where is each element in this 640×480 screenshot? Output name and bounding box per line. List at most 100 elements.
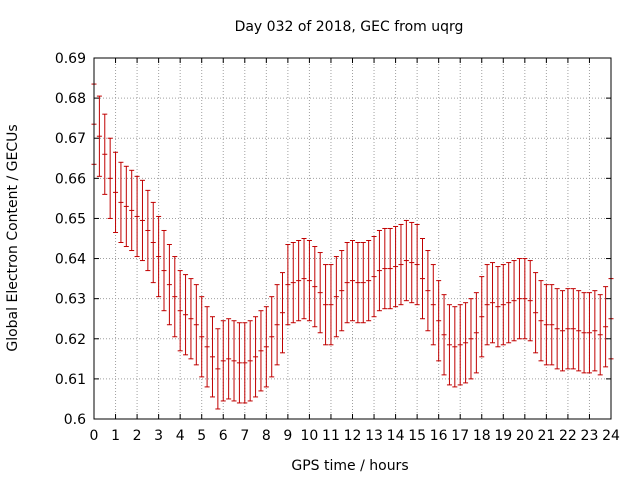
data-point: [398, 223, 404, 306]
data-point: [371, 235, 377, 318]
x-tick-label: 18: [473, 428, 491, 444]
data-point: [263, 306, 269, 388]
x-tick-label: 0: [90, 428, 99, 444]
data-point: [603, 286, 609, 368]
data-point: [231, 320, 237, 402]
x-tick-label: 19: [494, 428, 512, 444]
data-point: [376, 229, 382, 312]
chart-title: Day 032 of 2018, GEC from uqrg: [235, 19, 464, 35]
x-tick-label: 9: [283, 428, 292, 444]
data-point: [269, 296, 275, 378]
data-point: [597, 294, 603, 376]
y-tick-label: 0.66: [55, 171, 86, 187]
data-point: [156, 215, 162, 298]
data-point: [533, 272, 539, 354]
data-point: [543, 284, 549, 366]
data-point: [145, 189, 151, 272]
y-tick-label: 0.63: [55, 292, 86, 308]
data-point: [172, 256, 178, 338]
data-point: [452, 306, 458, 388]
x-tick-label: 2: [133, 428, 142, 444]
data-point: [463, 302, 469, 384]
data-point: [586, 292, 592, 374]
data-point: [242, 322, 248, 404]
data-point: [393, 225, 399, 308]
data-point: [215, 328, 221, 410]
x-tick-label: 1: [111, 428, 120, 444]
data-point: [166, 244, 172, 326]
x-tick-label: 20: [516, 428, 534, 444]
data-point: [96, 95, 102, 177]
x-tick-label: 16: [430, 428, 448, 444]
y-tick-label: 0.65: [55, 211, 86, 227]
x-tick-label: 12: [344, 428, 362, 444]
x-tick-label: 17: [451, 428, 469, 444]
data-point: [570, 288, 576, 370]
y-tick-label: 0.69: [55, 51, 86, 67]
data-point: [387, 227, 393, 310]
data-point: [360, 242, 366, 324]
x-tick-label: 6: [219, 428, 228, 444]
data-point: [118, 161, 124, 244]
data-point: [279, 272, 285, 354]
x-tick-label: 7: [240, 428, 249, 444]
data-point: [285, 244, 291, 326]
data-point: [188, 278, 194, 360]
data-point: [301, 238, 307, 320]
data-point: [511, 260, 517, 342]
data-point: [522, 258, 528, 340]
data-point: [560, 290, 566, 372]
data-point: [490, 262, 496, 344]
data-point: [355, 242, 361, 324]
data-point: [409, 221, 415, 304]
data-point: [253, 316, 259, 398]
y-axis-label: Global Electron Content / GECUs: [5, 124, 21, 351]
data-point: [107, 137, 113, 219]
data-point: [484, 264, 490, 346]
x-tick-label: 13: [365, 428, 383, 444]
plot-frame: [93, 57, 612, 420]
data-point: [226, 318, 232, 400]
data-point: [328, 264, 334, 346]
x-tick-label: 5: [197, 428, 206, 444]
data-point: [473, 292, 479, 374]
x-tick-label: 4: [176, 428, 185, 444]
data-point: [274, 284, 280, 366]
data-point: [436, 280, 442, 362]
x-tick-label: 3: [154, 428, 163, 444]
x-axis-label: GPS time / hours: [291, 458, 408, 474]
x-tick-label: 14: [387, 428, 405, 444]
data-point: [123, 165, 129, 248]
data-point: [258, 310, 264, 392]
data-point: [516, 258, 522, 340]
data-point: [554, 288, 560, 370]
y-tick-label: 0.6: [64, 412, 86, 428]
data-point: [382, 227, 388, 310]
y-tick-label: 0.64: [55, 252, 86, 268]
data-point: [134, 175, 140, 258]
data-point: [204, 306, 210, 388]
data-point: [581, 292, 587, 374]
data-point: [306, 240, 312, 322]
data-point: [139, 179, 145, 262]
data-point: [414, 223, 420, 306]
grid-lines: [94, 58, 611, 419]
data-point: [468, 298, 474, 380]
data-point: [500, 264, 506, 346]
data-point: [209, 316, 215, 398]
data-point: [441, 294, 447, 376]
data-point: [403, 219, 409, 302]
data-point: [290, 242, 296, 324]
data-point: [527, 260, 533, 342]
error-bars: [91, 83, 614, 410]
data-point: [317, 252, 323, 334]
data-point: [425, 250, 431, 332]
y-tick-label: 0.61: [55, 372, 86, 388]
data-point: [323, 264, 329, 346]
data-point: [193, 284, 199, 366]
data-point: [183, 274, 189, 356]
data-point: [549, 284, 555, 366]
data-point: [102, 113, 108, 195]
x-tick-label: 10: [301, 428, 319, 444]
